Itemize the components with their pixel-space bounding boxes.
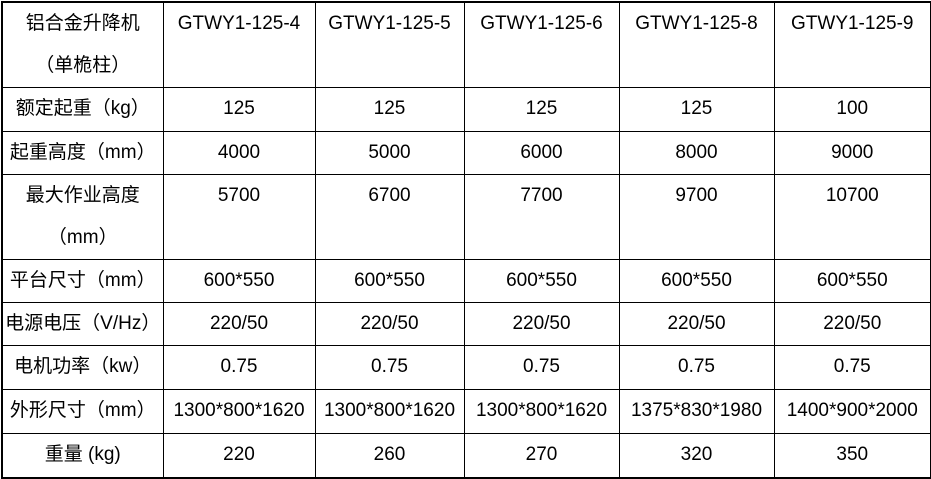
cell: 0.75	[314, 345, 465, 390]
model-header: GTWY1-125-9	[773, 1, 931, 88]
cell: 8000	[618, 131, 775, 175]
cell: 125	[162, 87, 316, 132]
table-row-overall-dimensions: 外形尺寸（mm） 1300*800*1620 1300*800*1620 130…	[1, 389, 931, 434]
table-row-motor-power: 电机功率（kw） 0.75 0.75 0.75 0.75 0.75	[1, 345, 931, 390]
row-label-line2: （mm）	[47, 227, 118, 248]
cell: 220/50	[314, 302, 465, 346]
cell: 220/50	[463, 302, 620, 346]
cell: 6000	[463, 131, 620, 175]
model-header: GTWY1-125-8	[618, 1, 775, 88]
product-name-cell: 铝合金升降机 （单桅柱）	[1, 1, 164, 88]
cell: 600*550	[463, 259, 620, 303]
cell: 1400*900*2000	[773, 389, 931, 434]
cell: 9000	[773, 131, 931, 175]
cell: 125	[314, 87, 465, 132]
row-label: 外形尺寸（mm）	[1, 389, 164, 434]
cell: 0.75	[773, 345, 931, 390]
model-header: GTWY1-125-6	[463, 1, 620, 88]
row-label: 额定起重（kg）	[1, 87, 164, 132]
row-label: 电机功率（kw）	[1, 345, 164, 390]
cell: 4000	[162, 131, 316, 175]
header-row: 铝合金升降机 （单桅柱） GTWY1-125-4 GTWY1-125-5 GTW…	[1, 1, 931, 88]
cell: 600*550	[162, 259, 316, 303]
row-label: 电源电压（V/Hz）	[1, 302, 164, 346]
cell: 5700	[162, 174, 316, 260]
cell: 260	[314, 433, 465, 479]
table-row-power-voltage: 电源电压（V/Hz） 220/50 220/50 220/50 220/50 2…	[1, 302, 931, 346]
cell: 100	[773, 87, 931, 132]
cell: 350	[773, 433, 931, 479]
cell: 7700	[463, 174, 620, 260]
cell: 0.75	[162, 345, 316, 390]
cell: 600*550	[773, 259, 931, 303]
cell: 0.75	[463, 345, 620, 390]
cell: 9700	[618, 174, 775, 260]
cell: 220/50	[162, 302, 316, 346]
cell: 220/50	[773, 302, 931, 346]
table-row-rated-load: 额定起重（kg） 125 125 125 125 100	[1, 87, 931, 132]
cell: 270	[463, 433, 620, 479]
row-label-line1: 最大作业高度	[25, 185, 140, 206]
cell: 1300*800*1620	[162, 389, 316, 434]
cell: 0.75	[618, 345, 775, 390]
cell: 125	[618, 87, 775, 132]
cell: 220	[162, 433, 316, 479]
row-label: 平台尺寸（mm）	[1, 259, 164, 303]
cell: 320	[618, 433, 775, 479]
cell: 1300*800*1620	[463, 389, 620, 434]
cell: 5000	[314, 131, 465, 175]
model-header: GTWY1-125-5	[314, 1, 465, 88]
table-row-platform-size: 平台尺寸（mm） 600*550 600*550 600*550 600*550…	[1, 259, 931, 303]
cell: 1300*800*1620	[314, 389, 465, 434]
model-header: GTWY1-125-4	[162, 1, 316, 88]
table-row-max-working-height: 最大作业高度 （mm） 5700 6700 7700 9700 10700	[1, 174, 931, 260]
product-name-line2: （单桅柱）	[35, 55, 131, 76]
table-row-weight: 重量 (kg) 220 260 270 320 350	[1, 433, 931, 479]
cell: 10700	[773, 174, 931, 260]
cell: 125	[463, 87, 620, 132]
row-label: 重量 (kg)	[1, 433, 164, 479]
row-label: 起重高度（mm）	[1, 131, 164, 175]
cell: 1375*830*1980	[618, 389, 775, 434]
table-row-lifting-height: 起重高度（mm） 4000 5000 6000 8000 9000	[1, 131, 931, 175]
product-name-line1: 铝合金升降机	[25, 13, 140, 34]
row-label: 最大作业高度 （mm）	[1, 174, 164, 260]
cell: 600*550	[618, 259, 775, 303]
cell: 220/50	[618, 302, 775, 346]
cell: 600*550	[314, 259, 465, 303]
cell: 6700	[314, 174, 465, 260]
